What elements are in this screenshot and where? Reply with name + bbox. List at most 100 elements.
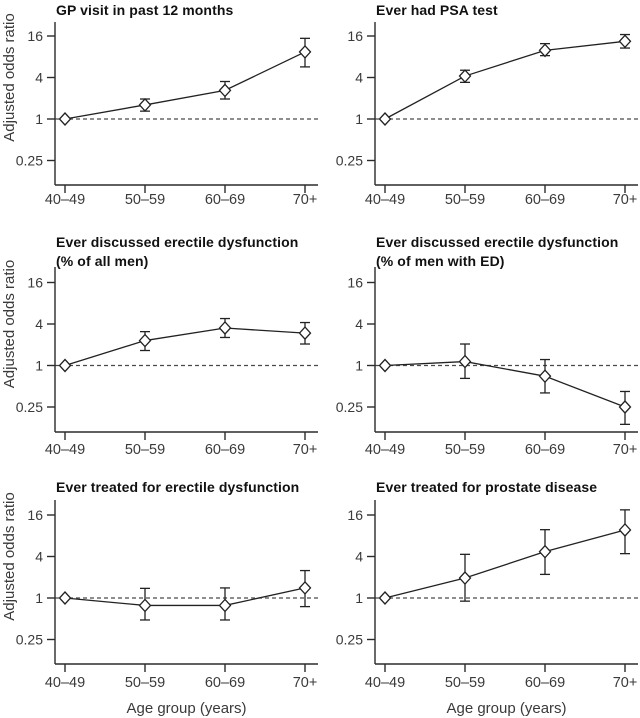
panel-title: Ever treated for erectile dysfunction (56, 479, 300, 495)
treated-prostate-chart: 16 4 1 0.25 40–49 50–59 60–69 70+ Age group (yea… (336, 500, 638, 717)
panel-title-block: Ever had PSA test (376, 1, 638, 20)
x-tick-label: 70+ (613, 675, 638, 691)
x-tick-labels: 40–49 50–59 60–69 70+ (365, 675, 637, 691)
data-point-diamond (538, 544, 552, 559)
y-tick-label: 0.25 (16, 153, 43, 169)
axes (47, 267, 318, 440)
x-tick-label: 40–49 (45, 192, 85, 208)
panel-title-block: Ever discussed erectile dysfunction (% o… (56, 233, 318, 271)
x-tick-label: 60–69 (205, 442, 245, 458)
data-point-diamond (138, 598, 152, 613)
y-tick-label: 4 (35, 549, 43, 565)
x-tick-label: 50–59 (125, 675, 165, 691)
data-point-diamond (58, 591, 72, 605)
x-tick-label: 50–59 (445, 442, 485, 458)
panel-discussed-ed-with-ed: Ever discussed erectile dysfunction (% o… (320, 220, 640, 460)
panel-title-block: GP visit in past 12 months (56, 1, 318, 20)
odds-ratio-series-line (384, 40, 626, 120)
y-axis-title: Adjusted odds ratio (1, 260, 18, 388)
x-tick-label: 40–49 (365, 192, 405, 208)
y-tick-label: 16 (347, 28, 363, 44)
odds-ratio-series-line (384, 529, 626, 599)
x-tick-label: 50–59 (445, 192, 485, 208)
axes (47, 22, 318, 193)
data-point-diamond (298, 326, 312, 341)
error-bars (140, 37, 310, 112)
axes (367, 500, 638, 672)
x-tick-label: 40–49 (365, 675, 405, 691)
y-tick-label: 0.25 (336, 632, 363, 648)
data-point-diamond (58, 358, 72, 373)
data-point-diamond (378, 591, 392, 605)
x-tick-label: 60–69 (525, 192, 565, 208)
data-point-diamond (378, 358, 392, 373)
discussed-ed-all-men-chart: 16 4 1 0.25 40–49 50–59 60–69 70+ Adjusted odds … (1, 260, 318, 458)
x-tick-label: 60–69 (525, 442, 565, 458)
x-tick-labels: 40–49 50–59 60–69 70+ (365, 192, 637, 208)
x-axis-title: Age group (years) (126, 700, 246, 717)
panel-subtitle: (% of men with ED) (376, 253, 505, 269)
data-point-diamond (458, 69, 472, 84)
y-tick-labels: 16 4 1 0.25 (336, 28, 363, 169)
panel-title-block: Ever treated for prostate disease (376, 478, 638, 497)
y-tick-labels: 16 4 1 0.25 (16, 28, 43, 169)
y-tick-label: 1 (35, 111, 43, 127)
x-tick-label: 70+ (613, 442, 638, 458)
panel-title: Ever treated for prostate disease (376, 479, 598, 495)
y-tick-labels: 16 4 1 0.25 (16, 507, 43, 648)
x-tick-label: 40–49 (45, 675, 85, 691)
y-tick-label: 4 (355, 70, 363, 86)
data-point-diamond (138, 333, 152, 348)
data-point-diamond (298, 580, 312, 595)
y-tick-label: 16 (27, 28, 43, 44)
x-tick-label: 60–69 (205, 675, 245, 691)
y-tick-label: 16 (347, 507, 363, 523)
odds-ratio-series-line (64, 51, 306, 120)
error-bars (460, 343, 630, 426)
data-point-diamond (58, 112, 72, 126)
panel-treated-ed: Ever treated for erectile dysfunction 1 6… (0, 460, 320, 718)
x-tick-label: 50–59 (125, 442, 165, 458)
panel-title: GP visit in past 12 months (56, 2, 234, 18)
data-point-diamond (618, 34, 632, 49)
x-tick-label: 70+ (613, 192, 638, 208)
data-point-diamond (138, 97, 152, 112)
axes (47, 500, 318, 672)
x-tick-label: 60–69 (525, 675, 565, 691)
x-tick-labels: 40–49 50–59 60–69 70+ (365, 442, 637, 458)
y-tick-label: 1 (35, 358, 43, 374)
y-axis-title: Adjusted odds ratio (1, 492, 18, 620)
y-tick-label: 1 (35, 590, 43, 606)
y-tick-label: 1 (355, 590, 363, 606)
axes (367, 267, 638, 440)
panel-title-block: Ever discussed erectile dysfunction (% o… (376, 233, 638, 271)
panel-title-block: Ever treated for erectile dysfunction (56, 478, 318, 497)
y-tick-label: 4 (355, 316, 363, 332)
y-tick-label: 0.25 (336, 153, 363, 169)
odds-ratio-series-line (64, 327, 306, 367)
data-point-diamond (618, 523, 632, 537)
y-tick-label: 4 (355, 549, 363, 565)
panel-treated-prostate: Ever treated for prostate disease 16 4 1 0.… (320, 460, 640, 718)
y-tick-label: 1 (355, 111, 363, 127)
panel-title: Ever discussed erectile dysfunction (56, 234, 299, 250)
data-point-diamond (458, 354, 472, 369)
data-point-diamond (218, 598, 232, 613)
x-tick-label: 70+ (293, 442, 318, 458)
error-bars (140, 569, 310, 621)
discussed-ed-with-ed-chart: 16 4 1 0.25 40–49 50–59 60–69 70+ (336, 267, 638, 458)
diamond-markers (378, 354, 632, 414)
x-tick-labels: 40–49 50–59 60–69 70+ (45, 675, 317, 691)
x-tick-label: 50–59 (125, 192, 165, 208)
y-tick-label: 0.25 (336, 399, 363, 415)
odds-ratio-series-line (384, 360, 626, 408)
error-bars (460, 33, 630, 84)
odds-ratio-series-line (64, 587, 306, 607)
psa-test-chart: 16 4 1 0.25 40–49 50–59 60–69 70+ (336, 22, 638, 208)
gp-visit-chart: 16 4 1 0.25 40–49 50–59 60–69 70+ Adjusted odds … (1, 13, 318, 208)
x-axis-title: Age group (years) (446, 700, 566, 717)
diamond-markers (58, 321, 312, 373)
y-tick-labels: 16 4 1 0.25 (336, 275, 363, 416)
x-tick-label: 60–69 (205, 192, 245, 208)
